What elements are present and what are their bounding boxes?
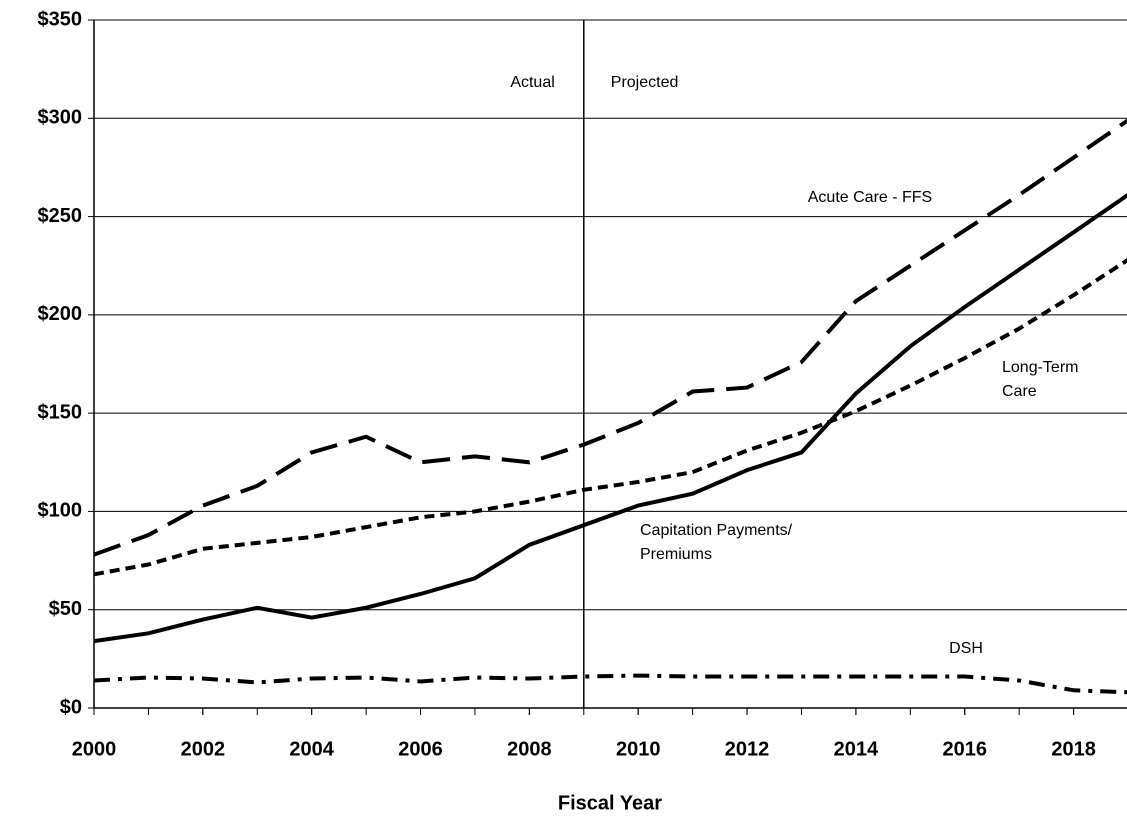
- x-tick-label: 2006: [398, 738, 443, 760]
- series-label-line: Long-Term: [1002, 359, 1078, 376]
- y-tick-label: $200: [38, 303, 83, 325]
- x-tick-label: 2010: [616, 738, 661, 760]
- x-tick-label: 2000: [72, 738, 117, 760]
- y-tick-label: $150: [38, 401, 83, 423]
- series-label: Acute Care - FFS: [808, 189, 932, 206]
- y-tick-label: $50: [49, 598, 82, 620]
- x-tick-label: 2014: [834, 738, 879, 760]
- y-tick-label: $250: [38, 205, 83, 227]
- x-tick-label: 2002: [181, 738, 226, 760]
- series-label-line: Capitation Payments/: [640, 522, 793, 539]
- series-label-line: Premiums: [640, 546, 712, 563]
- x-tick-label: 2012: [725, 738, 770, 760]
- annotation: Actual: [510, 74, 554, 91]
- x-tick-label: 2018: [1051, 738, 1096, 760]
- y-tick-label: $300: [38, 107, 83, 129]
- series-line: [93, 258, 1127, 577]
- series-line: [93, 193, 1127, 644]
- y-tick-label: $100: [38, 500, 83, 522]
- x-tick-label: 2004: [289, 738, 334, 760]
- series-line: [93, 673, 1127, 695]
- y-tick-label: $350: [38, 8, 83, 30]
- series-label: DSH: [949, 640, 983, 657]
- x-tick-label: 2016: [942, 738, 987, 760]
- series-label-line: Care: [1002, 383, 1037, 400]
- x-tick-label: 2008: [507, 738, 552, 760]
- series-label: Long-Term Care: [1002, 359, 1078, 400]
- x-axis-label: Fiscal Year: [558, 792, 662, 814]
- y-tick-label: $0: [60, 696, 82, 718]
- series-line: [93, 118, 1127, 557]
- annotation: Projected: [611, 74, 679, 91]
- series-label: Capitation Payments/Premiums: [640, 522, 793, 563]
